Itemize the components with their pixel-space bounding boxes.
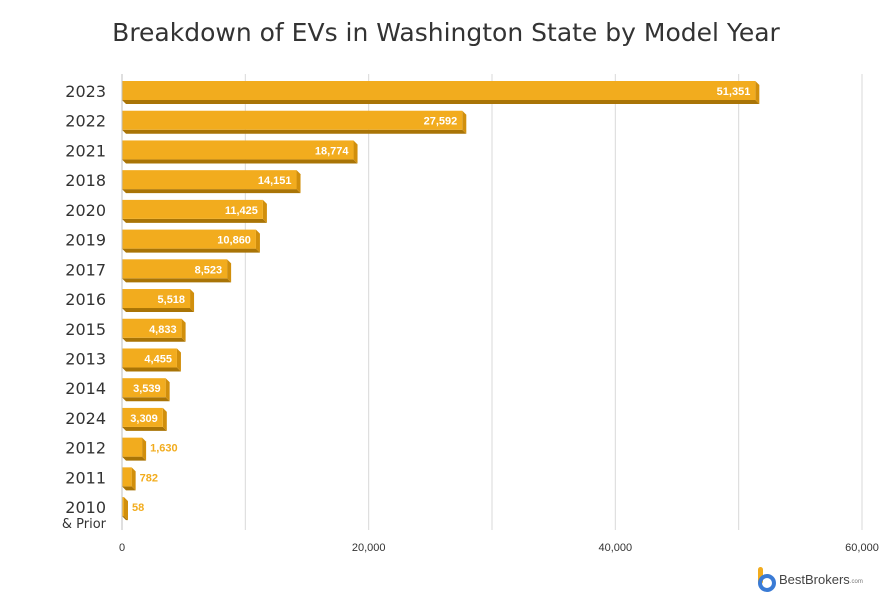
y-category-label: 2023: [65, 82, 106, 101]
bar-value-label: 1,630: [150, 443, 178, 455]
bar: [122, 110, 463, 130]
bar-shadow: [122, 426, 167, 431]
bar-value-label: 51,351: [717, 86, 751, 98]
bar-shadow: [122, 100, 760, 104]
bar-shadow: [122, 486, 136, 491]
y-category-label: 2022: [65, 112, 106, 131]
bar-side: [462, 110, 467, 134]
x-tick-label: 20,000: [352, 542, 386, 554]
bar-side: [162, 407, 167, 431]
chart-title: Breakdown of EVs in Washington State by …: [112, 18, 780, 47]
bar-shadow: [122, 337, 186, 342]
x-tick-label: 40,000: [599, 542, 633, 554]
bar: [122, 437, 143, 457]
x-tick-label: 60,000: [845, 542, 879, 554]
brand-name: BestBrokers: [779, 571, 850, 587]
x-tick-label: 0: [119, 542, 125, 554]
bar-value-label: 18,774: [315, 145, 350, 157]
y-category-label: 2020: [65, 201, 106, 220]
bar-shadow: [122, 129, 467, 134]
bar: [122, 140, 354, 160]
bar: [122, 259, 228, 279]
bar-shadow: [122, 516, 128, 521]
bar-side: [142, 437, 147, 461]
y-category-label: 2012: [65, 439, 106, 458]
bar-side: [190, 289, 195, 313]
bar-shadow: [122, 456, 147, 461]
bar-side: [262, 199, 267, 223]
y-category-label: 2015: [65, 320, 106, 339]
bar-value-label: 27,592: [424, 116, 458, 128]
y-category-label: 2010: [65, 498, 106, 517]
bar-side: [255, 229, 260, 253]
y-category-label: 2016: [65, 290, 106, 309]
y-category-label: 2024: [65, 409, 106, 428]
bar-side: [165, 378, 170, 402]
bar-shadow: [122, 308, 195, 313]
bar-shadow: [122, 278, 232, 283]
y-category-label: 2013: [65, 349, 106, 368]
bar-side: [353, 140, 358, 164]
bar-shadow: [122, 189, 301, 194]
bar-value-label: 5,518: [158, 294, 186, 306]
bar-shadow: [122, 248, 260, 253]
bar-value-label: 11,425: [225, 205, 258, 217]
bar: [122, 318, 182, 338]
bar: [122, 497, 124, 517]
bar: [122, 407, 163, 427]
brand-logo: BestBrokers .com: [756, 566, 863, 592]
bar-value-label: 10,860: [217, 235, 251, 247]
bar: [122, 229, 256, 249]
bar-side: [755, 81, 760, 104]
bar: [122, 81, 756, 100]
bar: [122, 199, 263, 219]
bar: [122, 467, 132, 487]
bar-value-label: 782: [140, 472, 158, 484]
bestbrokers-logo-icon: [758, 567, 776, 592]
bar-value-label: 3,539: [133, 383, 161, 395]
bar-value-label: 4,455: [144, 353, 172, 365]
bar-shadow: [122, 397, 170, 402]
y-category-label: 2011: [65, 468, 106, 487]
y-category-note: & Prior: [62, 517, 107, 532]
y-category-label: 2018: [65, 171, 106, 190]
bar: [122, 289, 191, 309]
bar-shadow: [122, 367, 181, 372]
bar-value-label: 8,523: [195, 264, 223, 276]
bar-value-label: 3,309: [130, 413, 158, 425]
bar-side: [124, 497, 128, 521]
bar: [122, 170, 297, 190]
bar-side: [181, 318, 186, 342]
bar-shadow: [122, 159, 358, 164]
bar-side: [227, 259, 232, 283]
bar-shadow: [122, 218, 267, 223]
bar-side: [176, 348, 181, 372]
bar-value-label: 4,833: [149, 324, 177, 336]
bar: [122, 348, 177, 368]
y-category-label: 2014: [65, 379, 106, 398]
y-category-label: 2021: [65, 141, 106, 160]
bar: [122, 378, 166, 398]
bar-value-label: 58: [132, 502, 144, 514]
y-category-label: 2019: [65, 231, 106, 250]
bar-value-label: 14,151: [258, 175, 292, 187]
bar-side: [296, 170, 301, 194]
y-category-label: 2017: [65, 260, 106, 279]
bar-side: [131, 467, 136, 491]
brand-domain: .com: [849, 578, 863, 585]
